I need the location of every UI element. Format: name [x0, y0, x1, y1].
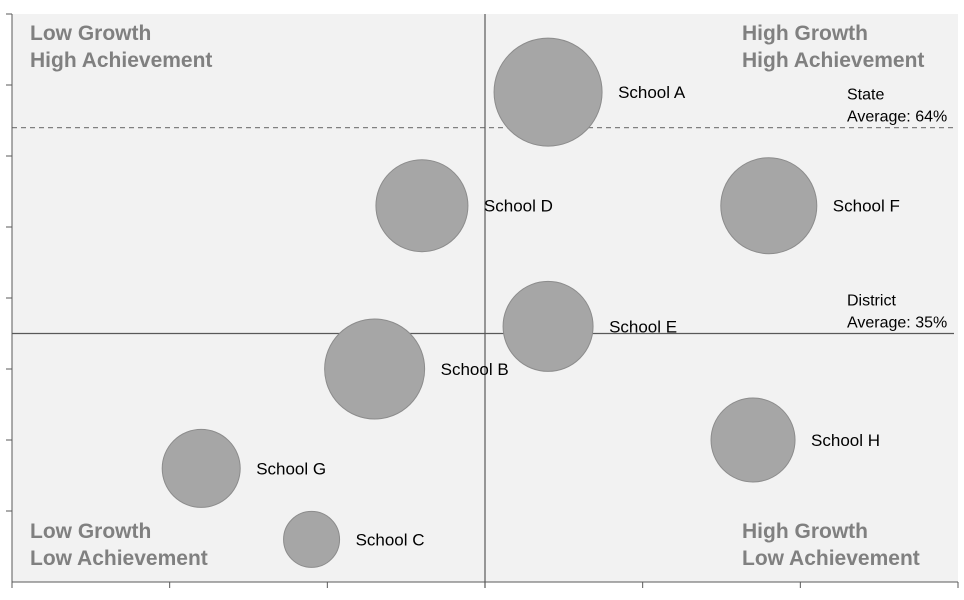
bubble-label-school-e: School E	[609, 317, 677, 336]
bubble-school-b	[324, 318, 426, 420]
bubble-label-school-a: School A	[618, 83, 686, 102]
bubble-label-school-c: School C	[356, 530, 425, 549]
state-average-label-line: State	[847, 87, 884, 104]
bubble-school-g	[161, 428, 241, 508]
bubble-school-f	[720, 157, 818, 255]
quadrant-label-bottom-left: Low Growth Low Achievement	[30, 520, 208, 570]
quadrant-label-bottom-left-line1: Low Growth	[30, 520, 151, 543]
bubble-school-d	[375, 159, 469, 253]
state-average-label: State Average: 64%	[847, 87, 947, 126]
bubble-labels: School A School B School C School D School E…	[256, 83, 900, 549]
quadrant-label-top-right-line1: High Growth	[742, 22, 868, 45]
quadrant-label-bottom-right-line2: Low Achievement	[742, 547, 920, 570]
bubble-label-school-b: School B	[441, 360, 509, 379]
bubble-school-a	[493, 37, 603, 147]
quadrant-label-top-left-line1: Low Growth	[30, 22, 151, 45]
quadrant-label-top-right-line2: High Achievement	[742, 49, 924, 72]
bubble-label-school-f: School F	[833, 197, 900, 216]
bubble-school-e	[502, 280, 594, 372]
bubble-school-h	[710, 397, 796, 483]
quadrant-label-top-left-line2: High Achievement	[30, 49, 212, 72]
bubble-label-school-g: School G	[256, 459, 326, 478]
axes	[6, 13, 959, 588]
quadrant-label-bottom-right: High Growth Low Achievement	[742, 520, 920, 570]
quadrant-label-top-right: High Growth High Achievement	[742, 22, 924, 72]
district-average-label: District Average: 35%	[847, 293, 947, 332]
bubble-school-c	[283, 510, 341, 568]
quadrant-label-bottom-left-line2: Low Achievement	[30, 547, 208, 570]
bubbles	[161, 37, 818, 568]
bubble-label-school-d: School D	[484, 197, 553, 216]
reference-lines	[12, 126, 954, 335]
state-average-label-line: Average: 64%	[847, 109, 947, 126]
reference-line-labels: State Average: 64% District Average: 35%	[847, 87, 947, 332]
quadrant-label-bottom-right-line1: High Growth	[742, 520, 868, 543]
bubble-label-school-h: School H	[811, 431, 880, 450]
district-average-label-line: District	[847, 293, 896, 310]
quadrant-label-top-left: Low Growth High Achievement	[30, 22, 212, 72]
district-average-label-line: Average: 35%	[847, 315, 947, 332]
